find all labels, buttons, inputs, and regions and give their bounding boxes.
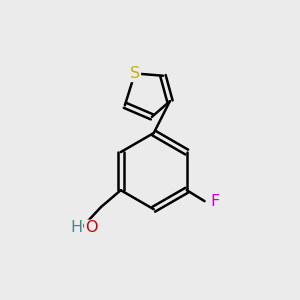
Text: O: O xyxy=(85,220,97,235)
Text: F: F xyxy=(210,194,220,209)
Text: S: S xyxy=(130,66,140,81)
Text: H: H xyxy=(71,220,83,235)
